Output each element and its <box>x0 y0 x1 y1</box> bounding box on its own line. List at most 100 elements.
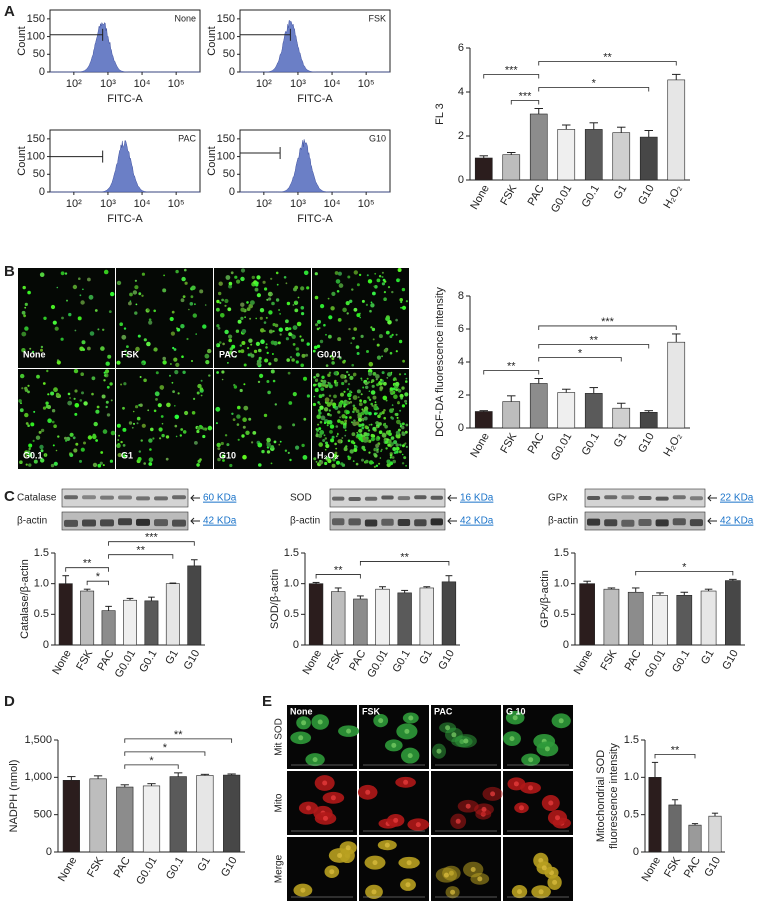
cell <box>257 380 261 384</box>
cell <box>383 297 387 302</box>
blot-label: Catalase <box>17 493 57 504</box>
cell <box>40 345 44 349</box>
y-tick-label: 500 <box>34 809 52 821</box>
cell <box>174 414 180 420</box>
cell <box>320 304 325 309</box>
significance-label: * <box>682 561 687 573</box>
cell <box>291 358 295 362</box>
micrograph: None <box>18 268 115 368</box>
cell <box>218 291 222 296</box>
cell <box>332 402 337 407</box>
cell <box>103 379 106 382</box>
cell <box>391 456 395 459</box>
histogram-label: None <box>174 13 196 23</box>
cell <box>347 439 351 443</box>
y-tick-label: 100 <box>27 150 45 162</box>
x-tick-label: 10⁵ <box>168 78 185 90</box>
cell <box>216 299 220 304</box>
bar <box>579 583 595 646</box>
nucleus <box>558 718 564 724</box>
cell <box>295 300 298 303</box>
cell <box>258 348 262 353</box>
significance-label: * <box>163 742 168 754</box>
cell <box>403 456 407 460</box>
nucleus <box>323 815 328 821</box>
band <box>172 519 186 527</box>
cell <box>35 435 41 440</box>
bar <box>584 393 603 429</box>
cell <box>255 317 257 320</box>
micrograph-bg <box>18 369 115 469</box>
cell <box>343 447 348 452</box>
cell <box>224 329 229 335</box>
micrograph: G0.01 <box>312 268 409 368</box>
cell <box>368 411 372 416</box>
band <box>397 519 411 527</box>
cell <box>319 420 323 424</box>
cell <box>315 378 318 381</box>
blot-label: GPx <box>548 493 567 504</box>
bar <box>502 154 521 181</box>
cell <box>388 432 392 436</box>
bar <box>308 583 324 646</box>
cell <box>157 403 162 408</box>
nucleus <box>365 789 371 795</box>
cell <box>401 462 405 465</box>
cell <box>148 438 153 443</box>
cell <box>159 385 165 390</box>
cell <box>244 316 247 319</box>
cell <box>361 408 364 411</box>
cell <box>386 438 390 441</box>
cell <box>33 459 38 464</box>
cell <box>143 378 147 383</box>
significance-label: ** <box>83 558 92 570</box>
cell <box>116 280 122 286</box>
cell <box>260 328 265 333</box>
significance-bracket <box>654 754 696 759</box>
cell <box>28 463 32 467</box>
cell <box>264 358 269 363</box>
cell <box>285 319 289 324</box>
y-axis-title: Count <box>206 146 218 175</box>
cell <box>36 374 40 379</box>
cell <box>102 328 105 331</box>
cell <box>137 334 141 338</box>
cell <box>235 329 240 333</box>
cell <box>404 430 408 434</box>
band <box>430 518 443 526</box>
cell <box>234 275 238 279</box>
cell <box>247 347 250 350</box>
cell <box>194 303 196 306</box>
significance-bracket <box>108 541 195 546</box>
cell <box>306 394 310 398</box>
cell <box>338 401 343 406</box>
cell <box>158 427 163 432</box>
bar <box>144 600 159 646</box>
significance-bracket <box>124 751 206 756</box>
cell <box>361 417 365 421</box>
cell <box>346 370 349 374</box>
cell <box>116 360 121 365</box>
cell <box>51 409 56 413</box>
x-tick-label: G0.01 <box>549 183 574 215</box>
cell <box>139 403 143 407</box>
cell <box>252 431 257 435</box>
cell <box>243 405 249 411</box>
cell <box>316 432 318 434</box>
cell <box>388 430 391 433</box>
cell <box>123 382 127 386</box>
panel-label: E <box>262 693 272 710</box>
cell <box>395 450 399 454</box>
cell <box>174 370 179 375</box>
cell <box>220 313 225 318</box>
cell <box>328 384 333 389</box>
cell <box>335 425 339 428</box>
cell <box>305 353 309 357</box>
cell <box>28 443 33 448</box>
cell <box>155 371 159 375</box>
cell <box>359 399 362 403</box>
cell <box>135 303 138 306</box>
cell <box>359 414 362 417</box>
cell <box>146 341 151 347</box>
nucleus <box>512 715 518 721</box>
